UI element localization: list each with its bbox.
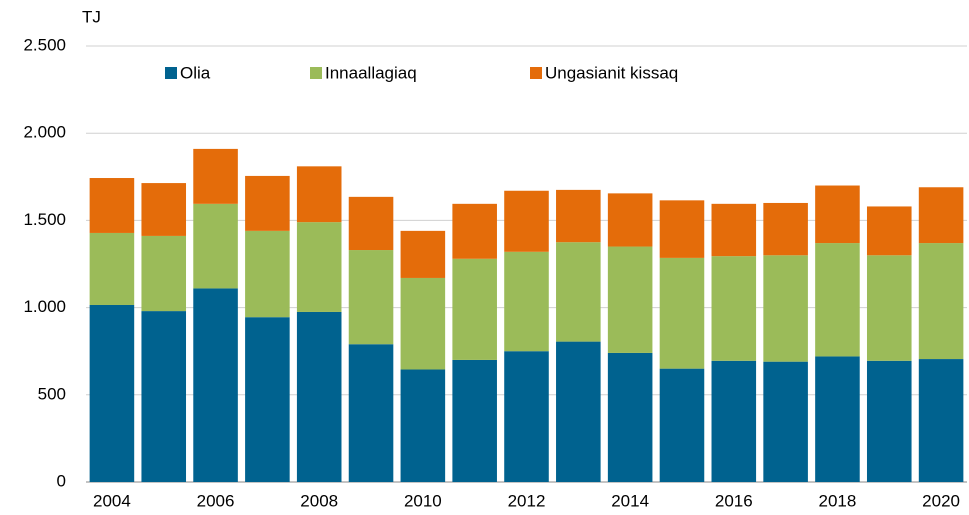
bar-segment [918, 359, 964, 482]
legend-swatch [165, 67, 177, 79]
bar-segment [452, 203, 497, 259]
bar-segment [400, 230, 446, 278]
bar-segment [245, 230, 290, 318]
bar-segment [763, 361, 808, 482]
bar-segment [193, 203, 238, 289]
bar-segment [141, 183, 187, 236]
bar-segment [400, 277, 446, 370]
y-axis-label: TJ [82, 7, 101, 26]
bar-segment [918, 187, 964, 244]
bar-segment [296, 222, 342, 312]
bar-segment [815, 356, 860, 482]
bar-segment [89, 304, 135, 482]
bar-segment [763, 202, 808, 256]
x-tick-label: 2018 [819, 491, 857, 510]
bar-segment [763, 255, 808, 362]
y-tick-label: 1.500 [23, 210, 66, 229]
bar-segment [607, 193, 653, 247]
bar-segment [815, 185, 860, 244]
bar-segment [452, 258, 497, 360]
bar-segment [141, 235, 187, 312]
y-tick-label: 500 [38, 384, 66, 403]
bar-segment [866, 206, 912, 256]
bar-segment [711, 256, 757, 361]
bar-segment [245, 175, 290, 231]
legend-swatch [530, 67, 542, 79]
y-tick-label: 2.500 [23, 35, 66, 54]
x-tick-label: 2014 [611, 491, 649, 510]
bar-segment [659, 200, 705, 258]
bar-segment [89, 178, 135, 233]
bar-segment [504, 351, 549, 482]
bar-segment [711, 360, 757, 482]
bar-segment [348, 250, 394, 345]
legend-label: Ungasianit kissaq [545, 63, 678, 82]
bar-segment [348, 196, 394, 251]
bar-segment [659, 368, 705, 482]
x-tick-label: 2020 [922, 491, 960, 510]
bar-segment [556, 189, 601, 243]
bar-segment [504, 190, 549, 252]
bar-segment [141, 311, 187, 482]
bar-segment [193, 288, 238, 482]
bar-segment [815, 243, 860, 357]
y-tick-label: 0 [57, 471, 66, 490]
bar-segment [659, 257, 705, 369]
bar-segment [607, 352, 653, 482]
legend-swatch [310, 67, 322, 79]
bar-segment [607, 246, 653, 353]
x-tick-label: 2006 [197, 491, 235, 510]
bar-segment [866, 360, 912, 482]
bar-segment [556, 341, 601, 482]
bar-segment [193, 148, 238, 204]
bar-segment [296, 311, 342, 482]
bar-segment [556, 242, 601, 342]
bar-segment [918, 243, 964, 360]
bar-segment [245, 317, 290, 482]
bar-segment [400, 369, 446, 482]
x-tick-label: 2004 [93, 491, 131, 510]
bar-segment [89, 232, 135, 305]
x-tick-label: 2016 [715, 491, 753, 510]
bar-segment [711, 203, 757, 257]
bar-segment [296, 166, 342, 223]
x-tick-label: 2010 [404, 491, 442, 510]
bar-segment [348, 344, 394, 482]
bar-segment [452, 359, 497, 482]
bar-segment [504, 251, 549, 352]
x-tick-label: 2012 [508, 491, 546, 510]
legend-label: Innaallagiaq [325, 63, 417, 82]
legend-label: Olia [180, 63, 211, 82]
y-tick-label: 2.000 [23, 123, 66, 142]
x-tick-label: 2008 [300, 491, 338, 510]
bar-segment [866, 255, 912, 361]
y-tick-label: 1.000 [23, 297, 66, 316]
